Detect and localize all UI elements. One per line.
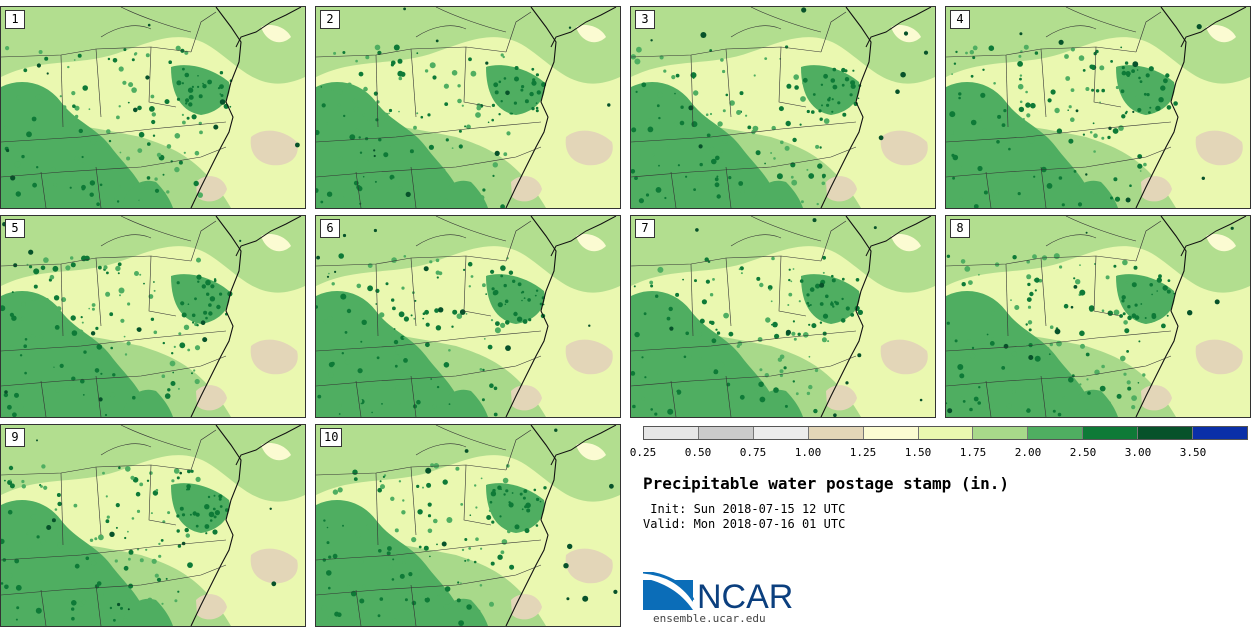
precip-water-map — [946, 216, 1250, 417]
stamp-number: 9 — [5, 428, 25, 447]
precip-water-map — [316, 425, 620, 626]
colorbar-segment — [918, 427, 974, 439]
colorbar-tick-label: 0.50 — [684, 446, 712, 459]
stamp-number: 1 — [5, 10, 25, 29]
colorbar-segment — [973, 427, 1029, 439]
precip-water-map — [631, 216, 935, 417]
logo-url: ensemble.ucar.edu — [653, 612, 766, 625]
stamp-number: 3 — [635, 10, 655, 29]
stamp-number: 5 — [5, 219, 25, 238]
colorbar-tick-label: 1.75 — [959, 446, 987, 459]
stamp-panel: 10 — [315, 424, 621, 627]
figure-title: Precipitable water postage stamp (in.) — [643, 474, 1010, 493]
colorbar-segment — [1028, 427, 1084, 439]
colorbar-segment — [698, 427, 754, 439]
colorbar-tick-label: 1.50 — [904, 446, 932, 459]
stamp-number: 10 — [320, 428, 343, 447]
colorbar-tick-label: 3.00 — [1124, 446, 1152, 459]
colorbar-segment — [863, 427, 919, 439]
colorbar-segment — [808, 427, 864, 439]
colorbar-segment — [1193, 427, 1247, 439]
colorbar-segment — [644, 427, 699, 439]
precip-water-map — [1, 425, 305, 626]
stamp-panel: 2 — [315, 6, 621, 209]
colorbar-tick-label: 1.25 — [849, 446, 877, 459]
colorbar-tick-label: 2.00 — [1014, 446, 1042, 459]
stamp-panel: 3 — [630, 6, 936, 209]
stamp-panel: 4 — [945, 6, 1251, 209]
valid-time: Valid: Mon 2018-07-16 01 UTC — [643, 517, 846, 531]
stamp-panel: 5 — [0, 215, 306, 418]
stamp-number: 2 — [320, 10, 340, 29]
stamp-panel: 6 — [315, 215, 621, 418]
precip-water-map — [316, 216, 620, 417]
colorbar-tick-label: 3.50 — [1179, 446, 1207, 459]
colorbar-tick-label: 0.75 — [739, 446, 767, 459]
colorbar-tick-label: 0.25 — [629, 446, 657, 459]
precip-water-map — [1, 7, 305, 208]
precip-water-map — [316, 7, 620, 208]
ncar-logo: NCAR — [643, 572, 793, 614]
stamp-panel: 9 — [0, 424, 306, 627]
colorbar-tick-label: 1.00 — [794, 446, 822, 459]
ncar-logo-text: NCAR — [697, 578, 793, 614]
stamp-number: 7 — [635, 219, 655, 238]
precip-water-map — [946, 7, 1250, 208]
colorbar-tick-label: 2.50 — [1069, 446, 1097, 459]
stamp-number: 4 — [950, 10, 970, 29]
init-time: Init: Sun 2018-07-15 12 UTC — [643, 502, 846, 516]
stamp-number: 6 — [320, 219, 340, 238]
colorbar — [643, 426, 1248, 440]
colorbar-segment — [753, 427, 809, 439]
stamp-panel: 7 — [630, 215, 936, 418]
stamp-number: 8 — [950, 219, 970, 238]
precip-water-map — [1, 216, 305, 417]
precip-water-map — [631, 7, 935, 208]
stamp-panel: 1 — [0, 6, 306, 209]
colorbar-segment — [1083, 427, 1139, 439]
stamp-panel: 8 — [945, 215, 1251, 418]
colorbar-segment — [1138, 427, 1194, 439]
